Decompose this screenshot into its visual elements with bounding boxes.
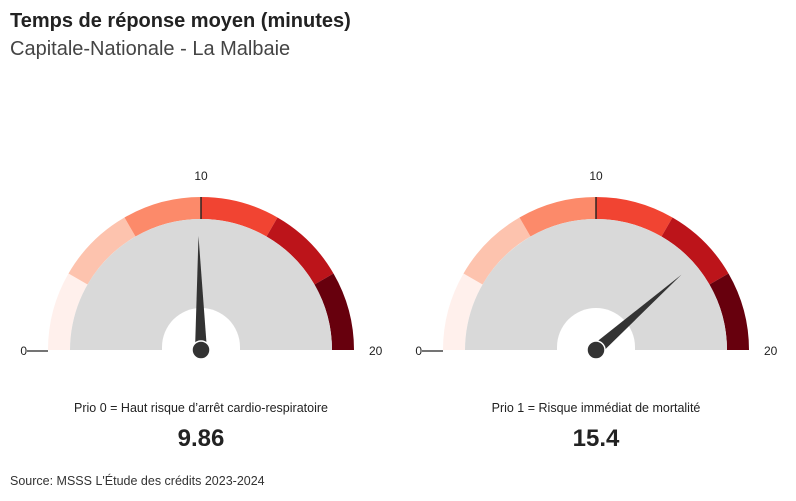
gauge-needle-hub <box>586 340 606 360</box>
gauge-value: 9.86 <box>178 425 225 452</box>
chart-subtitle: Capitale-Nationale - La Malbaie <box>10 38 291 60</box>
gauge-band <box>463 217 531 285</box>
chart-title: Temps de réponse moyen (minutes) <box>10 10 351 32</box>
gauge-tick-max: 20 <box>764 344 778 358</box>
gauge-tick-mid: 10 <box>194 169 208 183</box>
gauge-tick-max: 20 <box>369 344 383 358</box>
gauge-band <box>709 273 749 350</box>
gauge-1: 0 10 20 Prio 1 = Risque immédiat de mortali… <box>415 169 777 452</box>
gauge-tick-min: 0 <box>20 344 27 358</box>
gauge-band <box>661 217 729 285</box>
gauge-needle <box>592 274 682 355</box>
gauge-face <box>465 219 727 350</box>
gauge-band <box>443 273 483 350</box>
gauge-needle <box>195 236 207 351</box>
gauge-needle-hub <box>191 340 211 360</box>
gauge-band <box>124 197 201 237</box>
gauge-hub-cutout <box>557 308 635 351</box>
gauge-label: Prio 1 = Risque immédiat de mortalité <box>492 401 701 415</box>
gauge-0: 0 10 20 Prio 0 = Haut risque d’arrêt cardio… <box>20 169 382 452</box>
source-note: Source: MSSS L'Étude des crédits 2023-20… <box>10 474 265 488</box>
gauge-label: Prio 0 = Haut risque d’arrêt cardio-resp… <box>74 401 328 415</box>
gauge-band <box>314 273 354 350</box>
gauge-band <box>68 217 136 285</box>
gauge-tick-min: 0 <box>415 344 422 358</box>
gauge-band <box>48 273 88 350</box>
gauge-band <box>266 217 334 285</box>
gauge-band <box>596 197 673 237</box>
gauge-tick-mid: 10 <box>589 169 603 183</box>
gauge-band <box>519 197 596 237</box>
gauge-band <box>201 197 278 237</box>
gauge-value: 15.4 <box>573 425 620 452</box>
